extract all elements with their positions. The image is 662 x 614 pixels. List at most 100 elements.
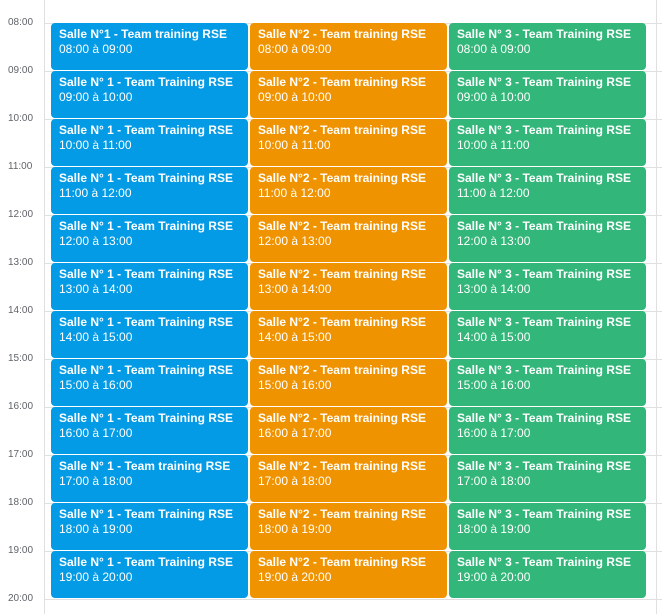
event-time: 14:00 à 15:00 <box>59 330 133 344</box>
event-time: 13:00 à 14:00 <box>258 282 332 296</box>
event-time: 08:00 à 09:00 <box>59 42 133 56</box>
calendar-event-room-2[interactable]: Salle N°2 - Team training RSE 14:00 à 15:… <box>250 311 447 358</box>
calendar-event-room-3[interactable]: Salle N° 3 - Team Training RSE 14:00 à 15… <box>449 311 646 358</box>
event-title: Salle N° 3 - Team Training RSE <box>457 267 631 281</box>
event-title: Salle N° 1 - Team Training RSE <box>59 123 233 137</box>
time-label: 12:00 <box>8 209 34 220</box>
event-title: Salle N° 1 - Team Training RSE <box>59 171 233 185</box>
calendar-event-room-3[interactable]: Salle N° 3 - Team Training RSE 19:00 à 20… <box>449 551 646 598</box>
calendar-event-room-1[interactable]: Salle N° 1 - Team Training RSE 12:00 à 13… <box>51 215 248 262</box>
calendar-event-room-2[interactable]: Salle N°2 - Team training RSE 17:00 à 18:… <box>250 455 447 502</box>
calendar-event-room-1[interactable]: Salle N° 1 - Team Training RSE 19:00 à 20… <box>51 551 248 598</box>
event-title: Salle N° 1 - Team Training RSE <box>59 267 233 281</box>
event-title: Salle N°2 - Team training RSE <box>258 219 426 233</box>
calendar-event-room-3[interactable]: Salle N° 3 - Team Training RSE 15:00 à 16… <box>449 359 646 406</box>
event-title: Salle N° 1 - Team Training RSE <box>59 75 233 89</box>
calendar-event-room-2[interactable]: Salle N°2 - Team training RSE 10:00 à 11:… <box>250 119 447 166</box>
time-label: 11:00 <box>8 161 33 172</box>
calendar-event-room-2[interactable]: Salle N°2 - Team training RSE 19:00 à 20:… <box>250 551 447 598</box>
event-title: Salle N°2 - Team training RSE <box>258 507 426 521</box>
event-title: Salle N° 3 - Team Training RSE <box>457 27 631 41</box>
time-column-divider <box>44 0 45 614</box>
calendar-event-room-2[interactable]: Salle N°2 - Team training RSE 13:00 à 14:… <box>250 263 447 310</box>
calendar-event-room-2[interactable]: Salle N°2 - Team training RSE 11:00 à 12:… <box>250 167 447 214</box>
event-title: Salle N°2 - Team training RSE <box>258 267 426 281</box>
event-title: Salle N° 3 - Team Training RSE <box>457 507 631 521</box>
event-time: 18:00 à 19:00 <box>457 522 531 536</box>
time-label: 09:00 <box>8 65 34 76</box>
calendar-event-room-3[interactable]: Salle N° 3 - Team Training RSE 13:00 à 14… <box>449 263 646 310</box>
event-time: 14:00 à 15:00 <box>457 330 531 344</box>
event-title: Salle N° 3 - Team Training RSE <box>457 75 631 89</box>
time-label: 16:00 <box>8 401 34 412</box>
time-label: 10:00 <box>8 113 34 124</box>
event-time: 08:00 à 09:00 <box>258 42 332 56</box>
event-title: Salle N° 1 - Team Training RSE <box>59 363 233 377</box>
event-time: 16:00 à 17:00 <box>258 426 332 440</box>
calendar-event-room-3[interactable]: Salle N° 3 - Team Training RSE 08:00 à 09… <box>449 23 646 70</box>
calendar-event-room-3[interactable]: Salle N° 3 - Team Training RSE 18:00 à 19… <box>449 503 646 550</box>
event-title: Salle N° 1 - Team Training RSE <box>59 555 233 569</box>
event-time: 10:00 à 11:00 <box>258 138 331 152</box>
time-label: 15:00 <box>8 353 34 364</box>
event-time: 08:00 à 09:00 <box>457 42 531 56</box>
calendar-event-room-3[interactable]: Salle N° 3 - Team Training RSE 11:00 à 12… <box>449 167 646 214</box>
calendar-event-room-2[interactable]: Salle N°2 - Team training RSE 18:00 à 19:… <box>250 503 447 550</box>
calendar-event-room-1[interactable]: Salle N° 1 - Team Training RSE 15:00 à 16… <box>51 359 248 406</box>
calendar-event-room-3[interactable]: Salle N° 3 - Team Training RSE 17:00 à 18… <box>449 455 646 502</box>
time-label: 20:00 <box>8 593 34 604</box>
event-title: Salle N° 3 - Team Training RSE <box>457 171 631 185</box>
event-time: 10:00 à 11:00 <box>457 138 530 152</box>
event-title: Salle N°2 - Team training RSE <box>258 555 426 569</box>
event-title: Salle N°2 - Team training RSE <box>258 171 426 185</box>
event-time: 09:00 à 10:00 <box>457 90 531 104</box>
calendar-event-room-1[interactable]: Salle N° 1 - Team Training RSE 11:00 à 12… <box>51 167 248 214</box>
event-title: Salle N° 3 - Team Training RSE <box>457 459 631 473</box>
time-label: 18:00 <box>8 497 34 508</box>
event-title: Salle N° 3 - Team Training RSE <box>457 555 631 569</box>
event-title: Salle N°2 - Team training RSE <box>258 27 426 41</box>
time-label: 17:00 <box>8 449 34 460</box>
event-time: 17:00 à 18:00 <box>258 474 332 488</box>
calendar-event-room-3[interactable]: Salle N° 3 - Team Training RSE 12:00 à 13… <box>449 215 646 262</box>
event-title: Salle N° 1 - Team training RSE <box>59 459 231 473</box>
time-label: 08:00 <box>8 17 34 28</box>
event-title: Salle N°1 - Team training RSE <box>59 27 227 41</box>
calendar-event-room-2[interactable]: Salle N°2 - Team training RSE 08:00 à 09:… <box>250 23 447 70</box>
event-time: 09:00 à 10:00 <box>258 90 332 104</box>
calendar-event-room-2[interactable]: Salle N°2 - Team training RSE 15:00 à 16:… <box>250 359 447 406</box>
event-time: 11:00 à 12:00 <box>258 186 331 200</box>
event-time: 19:00 à 20:00 <box>258 570 332 584</box>
calendar-event-room-1[interactable]: Salle N° 1 - Team Training RSE 10:00 à 11… <box>51 119 248 166</box>
calendar-event-room-1[interactable]: Salle N° 1 - Team Training RSE 18:00 à 19… <box>51 503 248 550</box>
calendar-event-room-1[interactable]: Salle N° 1 - Team Training RSE 09:00 à 10… <box>51 71 248 118</box>
event-time: 13:00 à 14:00 <box>59 282 133 296</box>
calendar-event-room-2[interactable]: Salle N°2 - Team training RSE 09:00 à 10:… <box>250 71 447 118</box>
calendar-event-room-2[interactable]: Salle N°2 - Team training RSE 16:00 à 17:… <box>250 407 447 454</box>
event-title: Salle N°2 - Team training RSE <box>258 411 426 425</box>
event-time: 19:00 à 20:00 <box>59 570 133 584</box>
calendar-event-room-2[interactable]: Salle N°2 - Team training RSE 12:00 à 13:… <box>250 215 447 262</box>
calendar-event-room-1[interactable]: Salle N° 1 - Team Training RSE 14:00 à 15… <box>51 311 248 358</box>
event-title: Salle N° 1 - Team Training RSE <box>59 219 233 233</box>
event-title: Salle N°2 - Team training RSE <box>258 123 426 137</box>
event-time: 15:00 à 16:00 <box>457 378 531 392</box>
calendar-event-room-1[interactable]: Salle N° 1 - Team training RSE 17:00 à 18… <box>51 455 248 502</box>
calendar-event-room-3[interactable]: Salle N° 3 - Team Training RSE 09:00 à 10… <box>449 71 646 118</box>
grid-right-border <box>656 0 657 614</box>
event-title: Salle N°2 - Team training RSE <box>258 459 426 473</box>
time-label: 19:00 <box>8 545 34 556</box>
event-title: Salle N° 3 - Team Training RSE <box>457 123 631 137</box>
event-title: Salle N° 1 - Team Training RSE <box>59 507 233 521</box>
calendar-event-room-1[interactable]: Salle N° 1 - Team Training RSE 13:00 à 14… <box>51 263 248 310</box>
hour-gridline <box>44 599 662 600</box>
event-time: 15:00 à 16:00 <box>258 378 332 392</box>
calendar-event-room-3[interactable]: Salle N° 3 - Team Training RSE 10:00 à 11… <box>449 119 646 166</box>
event-time: 12:00 à 13:00 <box>59 234 133 248</box>
event-title: Salle N° 1 - Team Training RSE <box>59 315 233 329</box>
event-title: Salle N° 3 - Team Training RSE <box>457 315 631 329</box>
event-time: 16:00 à 17:00 <box>59 426 133 440</box>
calendar-event-room-1[interactable]: Salle N°1 - Team training RSE 08:00 à 09:… <box>51 23 248 70</box>
calendar-event-room-1[interactable]: Salle N° 1 - Team Training RSE 16:00 à 17… <box>51 407 248 454</box>
calendar-event-room-3[interactable]: Salle N° 3 - Team Training RSE 16:00 à 17… <box>449 407 646 454</box>
